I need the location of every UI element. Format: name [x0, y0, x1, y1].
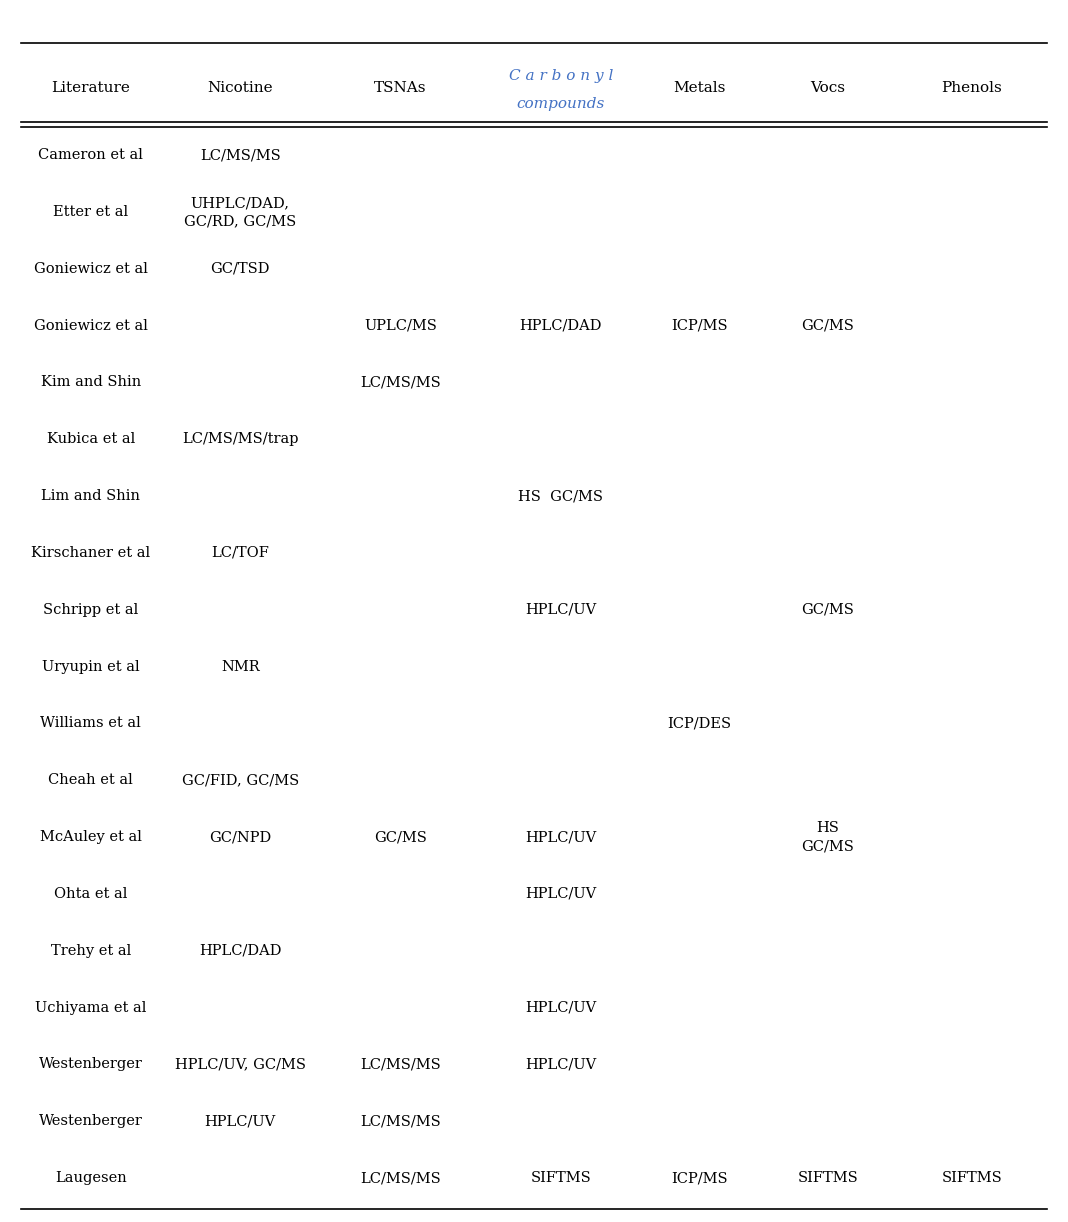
Text: Literature: Literature: [51, 81, 130, 95]
Text: LC/MS/MS: LC/MS/MS: [360, 1114, 441, 1128]
Text: Westenberger: Westenberger: [38, 1114, 143, 1128]
Text: GC/FID, GC/MS: GC/FID, GC/MS: [182, 774, 299, 787]
Text: Kirschaner et al: Kirschaner et al: [31, 546, 151, 560]
Text: GC/TSD: GC/TSD: [210, 262, 270, 276]
Text: GC/MS: GC/MS: [801, 319, 854, 332]
Text: HPLC/DAD: HPLC/DAD: [199, 943, 282, 958]
Text: HPLC/UV: HPLC/UV: [525, 830, 596, 844]
Text: SIFTMS: SIFTMS: [531, 1171, 591, 1185]
Text: GC/NPD: GC/NPD: [209, 830, 271, 844]
Text: Kim and Shin: Kim and Shin: [41, 375, 141, 390]
Text: HPLC/UV: HPLC/UV: [525, 887, 596, 901]
Text: ICP/MS: ICP/MS: [671, 1171, 728, 1185]
Text: Ohta et al: Ohta et al: [54, 887, 127, 901]
Text: Goniewicz et al: Goniewicz et al: [34, 262, 147, 276]
Text: HPLC/UV: HPLC/UV: [525, 602, 596, 617]
Text: C a r b o n y l: C a r b o n y l: [508, 68, 613, 83]
Text: Uryupin et al: Uryupin et al: [42, 660, 140, 673]
Text: Kubica et al: Kubica et al: [47, 433, 135, 446]
Text: Etter et al: Etter et al: [53, 205, 128, 219]
Text: SIFTMS: SIFTMS: [942, 1171, 1002, 1185]
Text: HPLC/UV: HPLC/UV: [205, 1114, 276, 1128]
Text: Uchiyama et al: Uchiyama et al: [35, 1001, 146, 1014]
Text: TSNAs: TSNAs: [374, 81, 427, 95]
Text: LC/MS/MS: LC/MS/MS: [200, 148, 281, 163]
Text: LC/TOF: LC/TOF: [211, 546, 269, 560]
Text: LC/MS/MS: LC/MS/MS: [360, 375, 441, 390]
Text: McAuley et al: McAuley et al: [40, 830, 142, 844]
Text: NMR: NMR: [221, 660, 260, 673]
Text: HPLC/DAD: HPLC/DAD: [519, 319, 602, 332]
Text: UPLC/MS: UPLC/MS: [364, 319, 437, 332]
Text: Cameron et al: Cameron et al: [38, 148, 143, 163]
Text: Williams et al: Williams et al: [41, 716, 141, 731]
Text: Lim and Shin: Lim and Shin: [42, 489, 140, 503]
Text: ICP/MS: ICP/MS: [671, 319, 728, 332]
Text: LC/MS/MS/trap: LC/MS/MS/trap: [182, 433, 299, 446]
Text: Cheah et al: Cheah et al: [48, 774, 134, 787]
Text: Metals: Metals: [673, 81, 726, 95]
Text: UHPLC/DAD,
GC/RD, GC/MS: UHPLC/DAD, GC/RD, GC/MS: [184, 196, 297, 229]
Text: LC/MS/MS: LC/MS/MS: [360, 1057, 441, 1072]
Text: HPLC/UV, GC/MS: HPLC/UV, GC/MS: [175, 1057, 305, 1072]
Text: GC/MS: GC/MS: [801, 602, 854, 617]
Text: GC/MS: GC/MS: [374, 830, 427, 844]
Text: SIFTMS: SIFTMS: [798, 1171, 858, 1185]
Text: Trehy et al: Trehy et al: [50, 943, 131, 958]
Text: Phenols: Phenols: [942, 81, 1002, 95]
Text: Westenberger: Westenberger: [38, 1057, 143, 1072]
Text: HPLC/UV: HPLC/UV: [525, 1057, 596, 1072]
Text: Nicotine: Nicotine: [207, 81, 273, 95]
Text: HPLC/UV: HPLC/UV: [525, 1001, 596, 1014]
Text: HS
GC/MS: HS GC/MS: [801, 821, 854, 853]
Text: LC/MS/MS: LC/MS/MS: [360, 1171, 441, 1185]
Text: HS  GC/MS: HS GC/MS: [518, 489, 603, 503]
Text: ICP/DES: ICP/DES: [668, 716, 732, 731]
Text: Schripp et al: Schripp et al: [43, 602, 139, 617]
Text: compounds: compounds: [517, 97, 604, 111]
Text: Vocs: Vocs: [811, 81, 845, 95]
Text: Goniewicz et al: Goniewicz et al: [34, 319, 147, 332]
Text: Laugesen: Laugesen: [54, 1171, 127, 1185]
